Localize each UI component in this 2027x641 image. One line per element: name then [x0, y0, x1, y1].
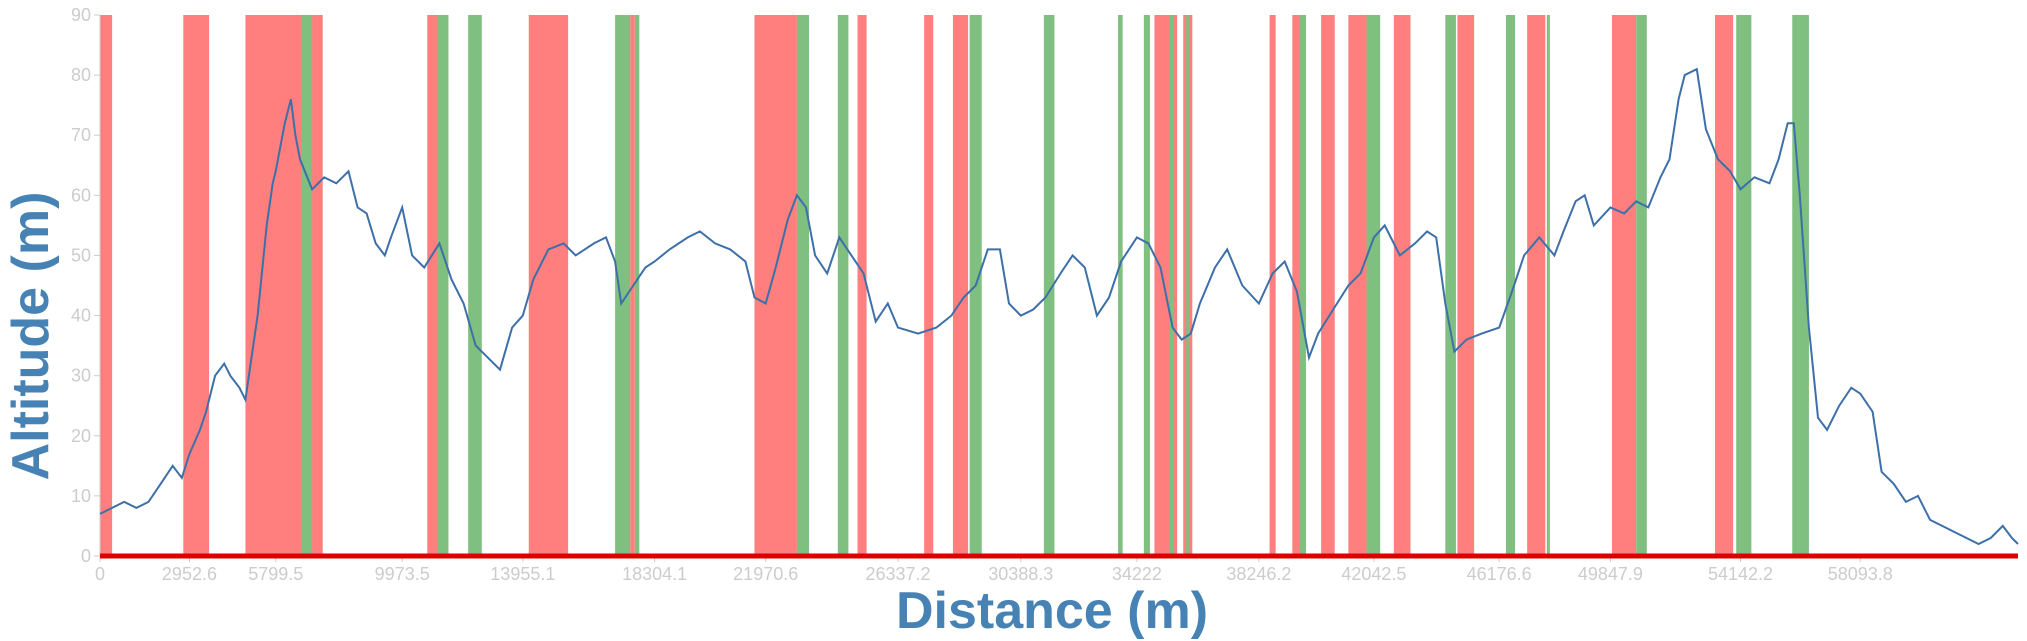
uphill-band [1321, 15, 1335, 556]
y-tick-label: 70 [71, 125, 91, 145]
x-tick-label: 21970.6 [733, 564, 798, 584]
downhill-band [301, 15, 313, 556]
y-tick-label: 10 [71, 486, 91, 506]
downhill-band [615, 15, 631, 556]
y-axis-title: Altitude (m) [2, 192, 60, 481]
x-tick-label: 54142.2 [1708, 564, 1773, 584]
x-tick-label: 42042.5 [1341, 564, 1406, 584]
x-tick-label: 34222 [1112, 564, 1162, 584]
downhill-band [1445, 15, 1456, 556]
y-tick-label: 50 [71, 245, 91, 265]
uphill-band [1348, 15, 1367, 556]
uphill-band [1714, 15, 1734, 556]
uphill-band [857, 15, 867, 556]
y-axis: 0 10 20 30 40 50 60 70 80 90 [71, 5, 101, 566]
downhill-band [1143, 15, 1150, 556]
y-tick-label: 80 [71, 65, 91, 85]
x-tick-label: 46176.6 [1467, 564, 1532, 584]
y-tick-label: 20 [71, 426, 91, 446]
x-tick-label: 58093.8 [1828, 564, 1893, 584]
x-tick-label: 9973.5 [375, 564, 430, 584]
uphill-band [1457, 15, 1475, 556]
uphill-band [100, 15, 113, 556]
downhill-band [468, 15, 482, 556]
uphill-band [952, 15, 969, 556]
downhill-band [1636, 15, 1647, 556]
x-tick-label: 0 [95, 564, 105, 584]
y-tick-label: 60 [71, 185, 91, 205]
downhill-band [1546, 15, 1550, 556]
downhill-band [1736, 15, 1752, 556]
downhill-band [796, 15, 810, 556]
downhill-band [1186, 15, 1190, 556]
downhill-bands [301, 15, 1809, 556]
uphill-band [1393, 15, 1411, 556]
downhill-band [1118, 15, 1123, 556]
downhill-band [1366, 15, 1381, 556]
uphill-bands [100, 15, 1734, 556]
downhill-band [634, 15, 640, 556]
uphill-band [427, 15, 440, 556]
uphill-band [528, 15, 569, 556]
x-tick-label: 5799.5 [248, 564, 303, 584]
uphill-band [1269, 15, 1276, 556]
downhill-band [1505, 15, 1516, 556]
downhill-band [837, 15, 849, 556]
x-axis-title: Distance (m) [896, 582, 1208, 640]
uphill-band [924, 15, 934, 556]
x-axis: 0 2952.6 5799.5 9973.5 13955.1 18304.1 21970.6… [95, 556, 1893, 584]
x-tick-label: 18304.1 [622, 564, 687, 584]
y-tick-label: 90 [71, 5, 91, 25]
x-tick-label: 30388.3 [988, 564, 1053, 584]
y-tick-label: 40 [71, 306, 91, 326]
altitude-line [99, 67, 2019, 546]
uphill-band [245, 15, 304, 556]
uphill-band [1527, 15, 1546, 556]
uphill-band [1611, 15, 1637, 556]
y-tick-label: 30 [71, 366, 91, 386]
x-tick-label: 2952.6 [162, 564, 217, 584]
downhill-band [1299, 15, 1306, 556]
uphill-band [754, 15, 797, 556]
downhill-band [1043, 15, 1055, 556]
x-tick-label: 49847.9 [1578, 564, 1643, 584]
downhill-band [437, 15, 449, 556]
x-tick-label: 26337.2 [865, 564, 930, 584]
downhill-band [1169, 15, 1175, 556]
x-tick-label: 38246.2 [1226, 564, 1291, 584]
uphill-band [310, 15, 323, 556]
uphill-band [183, 15, 210, 556]
x-tick-label: 13955.1 [490, 564, 555, 584]
y-tick-label: 0 [81, 546, 91, 566]
